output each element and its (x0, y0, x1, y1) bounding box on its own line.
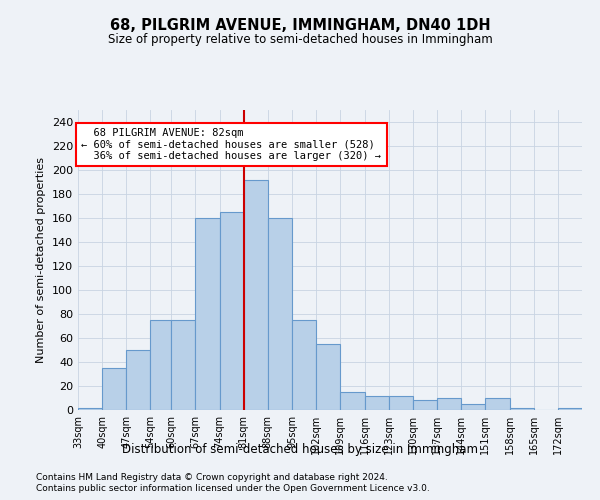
Bar (340, 392, 365, 410)
Bar (413, 400, 437, 410)
Text: Distribution of semi-detached houses by size in Immingham: Distribution of semi-detached houses by … (122, 442, 478, 456)
Bar (316, 344, 340, 410)
Text: Contains HM Land Registry data © Crown copyright and database right 2024.: Contains HM Land Registry data © Crown c… (36, 472, 388, 482)
Text: 68 PILGRIM AVENUE: 82sqm
← 60% of semi-detached houses are smaller (528)
  36% o: 68 PILGRIM AVENUE: 82sqm ← 60% of semi-d… (82, 128, 382, 161)
Bar (509, 408, 533, 410)
Y-axis label: Number of semi-detached properties: Number of semi-detached properties (37, 157, 46, 363)
Text: 68, PILGRIM AVENUE, IMMINGHAM, DN40 1DH: 68, PILGRIM AVENUE, IMMINGHAM, DN40 1DH (110, 18, 490, 32)
Bar (102, 368, 127, 410)
Bar (365, 396, 389, 410)
Bar (461, 404, 485, 410)
Text: Contains public sector information licensed under the Open Government Licence v3: Contains public sector information licen… (36, 484, 430, 493)
Bar (171, 320, 196, 410)
Bar (389, 396, 413, 410)
Bar (268, 218, 292, 410)
Text: Size of property relative to semi-detached houses in Immingham: Size of property relative to semi-detach… (107, 32, 493, 46)
Bar (151, 320, 171, 410)
Bar (196, 218, 220, 410)
Bar (485, 398, 509, 410)
Bar (292, 320, 316, 410)
Bar (437, 398, 461, 410)
Bar (558, 408, 582, 410)
Bar (78, 408, 102, 410)
Bar (127, 350, 151, 410)
Bar (244, 180, 268, 410)
Bar (220, 212, 244, 410)
